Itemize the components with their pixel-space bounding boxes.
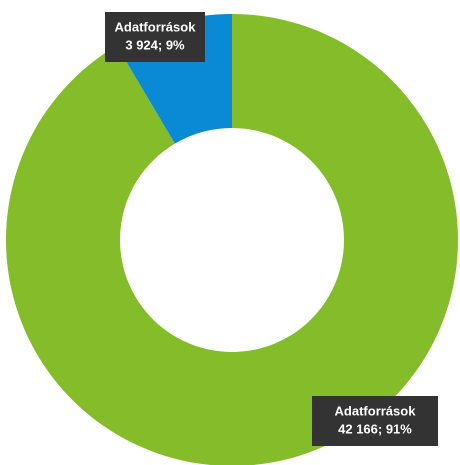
label-box <box>312 396 438 446</box>
value-label: 42 166; 91% <box>338 421 412 436</box>
label-box <box>105 12 205 62</box>
category-label: Adatforrások <box>335 403 417 418</box>
donut-segment <box>6 14 458 465</box>
value-label: 3 924; 9% <box>125 37 185 52</box>
category-label: Adatforrások <box>115 19 197 34</box>
